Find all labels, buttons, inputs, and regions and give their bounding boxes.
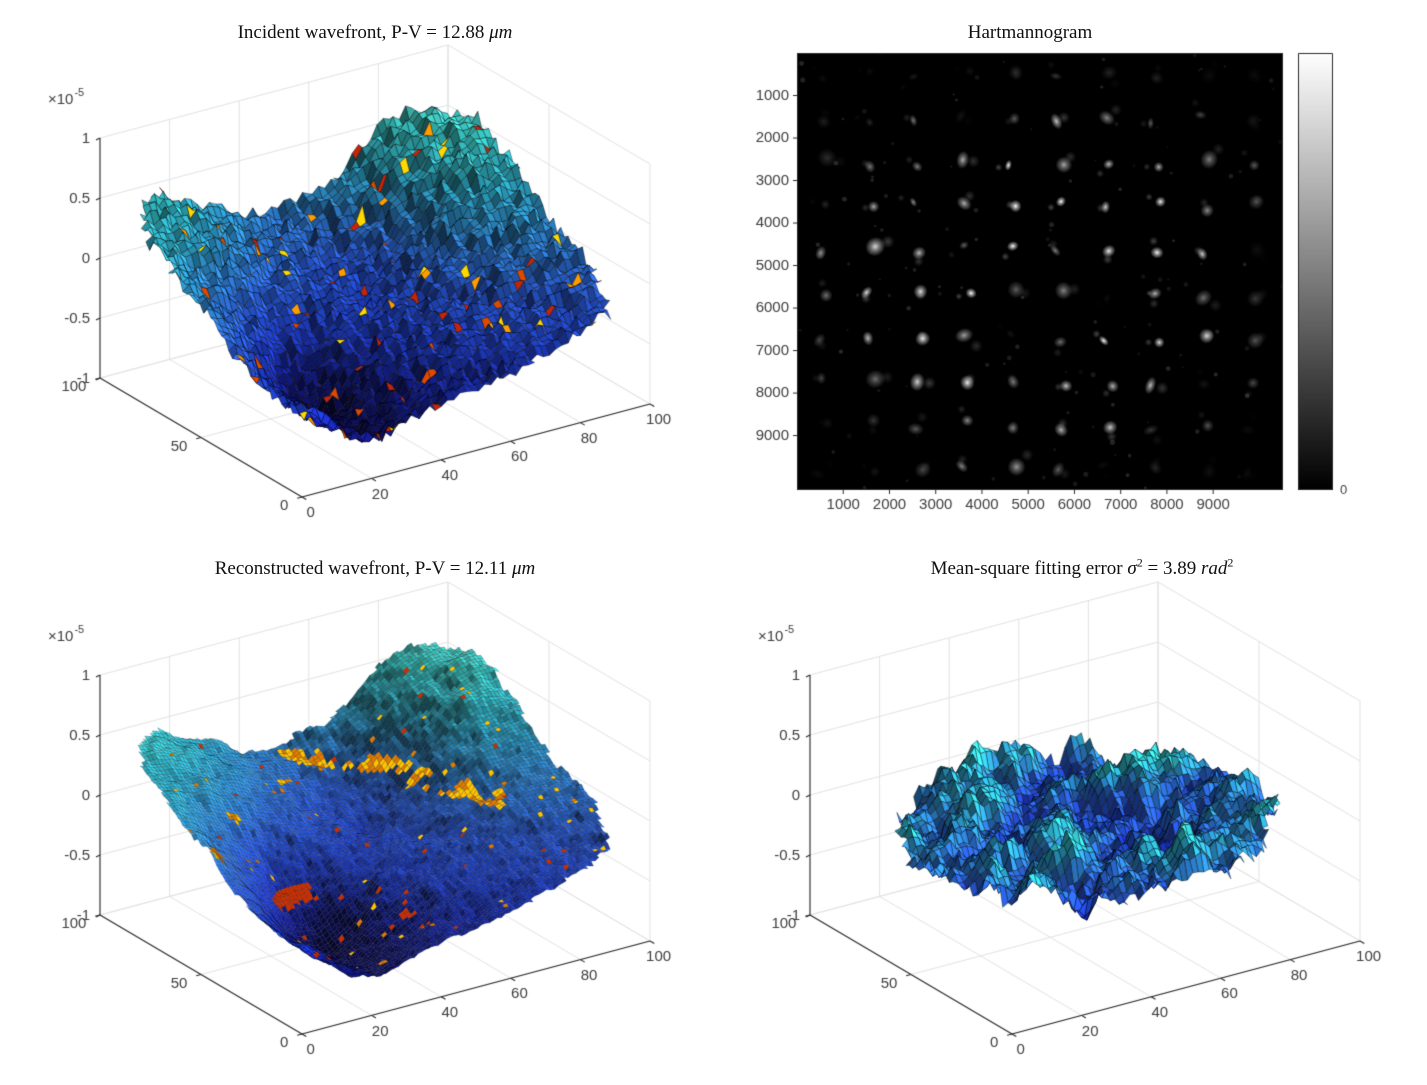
- title-segment: μm: [511, 558, 536, 579]
- title-segment: 2: [1136, 555, 1143, 570]
- title-segment: μm: [489, 22, 513, 43]
- reconstructed-wavefront-title: Reconstructed wavefront, P-V = 12.11 μm: [215, 558, 536, 580]
- hartmannogram-title: Hartmannogram: [968, 22, 1093, 44]
- title-segment: Hartmannogram: [967, 22, 1093, 43]
- title-segment: rad: [1200, 558, 1228, 579]
- title-segment: 2: [1227, 555, 1234, 570]
- incident-wavefront-title: Incident wavefront, P-V = 12.88 μm: [238, 22, 513, 44]
- title-segment: = 3.89: [1142, 558, 1201, 579]
- title-segment: Reconstructed wavefront, P-V = 12.11: [214, 558, 512, 579]
- title-segment: σ: [1127, 558, 1137, 579]
- title-segment: Incident wavefront, P-V = 12.88: [237, 22, 490, 43]
- fitting-error-title: Mean-square fitting error σ2 = 3.89 rad2: [930, 555, 1234, 580]
- title-segment: Mean-square fitting error: [930, 558, 1128, 579]
